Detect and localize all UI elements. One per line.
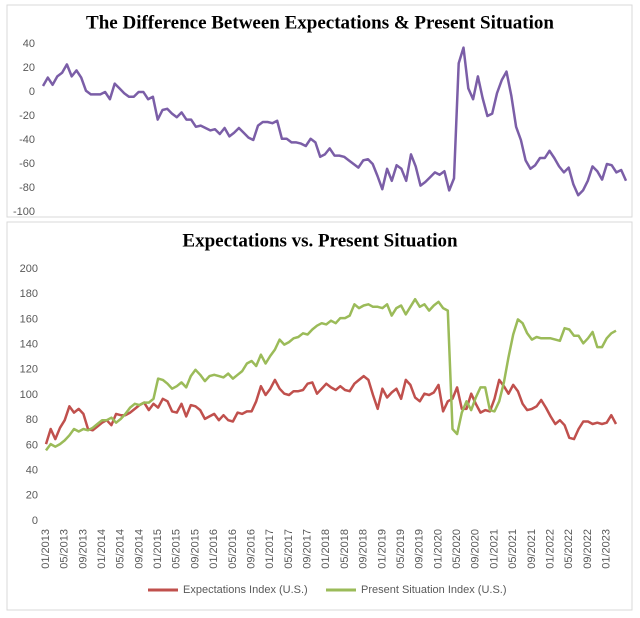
x-tick-label: 01/2019 bbox=[376, 529, 388, 569]
x-tick-label: 09/2022 bbox=[582, 529, 594, 569]
y-tick-label: 40 bbox=[26, 465, 38, 477]
x-tick-label: 09/2014 bbox=[133, 529, 145, 569]
x-tick-label: 01/2017 bbox=[264, 529, 276, 569]
y-tick-label: 120 bbox=[20, 364, 38, 376]
x-tick-label: 01/2022 bbox=[544, 529, 556, 569]
y-tick-label: 0 bbox=[32, 515, 38, 527]
x-tick-label: 09/2019 bbox=[414, 529, 426, 569]
y-tick-label: -100 bbox=[13, 206, 35, 218]
y-tick-label: 140 bbox=[20, 339, 38, 351]
line-series bbox=[44, 374, 618, 445]
x-tick-label: 01/2018 bbox=[320, 529, 332, 569]
line-series bbox=[41, 46, 628, 197]
x-tick-label: 05/2018 bbox=[339, 529, 351, 569]
x-tick-label: 05/2021 bbox=[507, 529, 519, 569]
y-tick-label: 100 bbox=[20, 389, 38, 401]
y-tick-label: -40 bbox=[19, 134, 35, 146]
x-tick-label: 05/2013 bbox=[59, 529, 71, 569]
legend-label: Expectations Index (U.S.) bbox=[183, 584, 308, 596]
panel-border bbox=[6, 4, 633, 218]
chart-title: Expectations vs. Present Situation bbox=[182, 230, 458, 251]
y-tick-label: 180 bbox=[20, 288, 38, 300]
y-tick-label: 60 bbox=[26, 439, 38, 451]
x-tick-label: 05/2016 bbox=[227, 529, 239, 569]
x-tick-label: 05/2017 bbox=[283, 529, 295, 569]
x-tick-label: 05/2014 bbox=[115, 529, 127, 569]
y-tick-label: 20 bbox=[23, 62, 35, 74]
y-tick-label: 160 bbox=[20, 313, 38, 325]
x-tick-label: 01/2013 bbox=[40, 529, 52, 569]
y-tick-label: 80 bbox=[26, 414, 38, 426]
y-tick-label: 20 bbox=[26, 490, 38, 502]
y-tick-label: 200 bbox=[20, 263, 38, 275]
x-tick-label: 09/2021 bbox=[526, 529, 538, 569]
y-tick-label: -60 bbox=[19, 158, 35, 170]
legend-label: Present Situation Index (U.S.) bbox=[361, 584, 507, 596]
x-tick-label: 09/2016 bbox=[245, 529, 257, 569]
x-tick-label: 09/2018 bbox=[358, 529, 370, 569]
x-tick-label: 01/2015 bbox=[152, 529, 164, 569]
x-tick-label: 05/2020 bbox=[451, 529, 463, 569]
y-tick-label: 40 bbox=[23, 38, 35, 50]
x-tick-label: 05/2022 bbox=[563, 529, 575, 569]
y-tick-label: -20 bbox=[19, 110, 35, 122]
x-tick-label: 09/2020 bbox=[470, 529, 482, 569]
x-tick-label: 01/2020 bbox=[432, 529, 444, 569]
x-tick-label: 09/2015 bbox=[189, 529, 201, 569]
x-tick-label: 01/2023 bbox=[601, 529, 613, 569]
x-tick-label: 05/2019 bbox=[395, 529, 407, 569]
x-tick-label: 05/2015 bbox=[171, 529, 183, 569]
chart-title: The Difference Between Expectations & Pr… bbox=[86, 12, 554, 33]
x-tick-label: 09/2013 bbox=[77, 529, 89, 569]
x-tick-label: 09/2017 bbox=[302, 529, 314, 569]
x-tick-label: 01/2014 bbox=[96, 529, 108, 569]
panel-border bbox=[6, 221, 633, 611]
y-tick-label: -80 bbox=[19, 182, 35, 194]
y-tick-label: 0 bbox=[29, 86, 35, 98]
x-tick-label: 01/2021 bbox=[488, 529, 500, 569]
x-tick-label: 01/2016 bbox=[208, 529, 220, 569]
line-series bbox=[44, 297, 617, 452]
